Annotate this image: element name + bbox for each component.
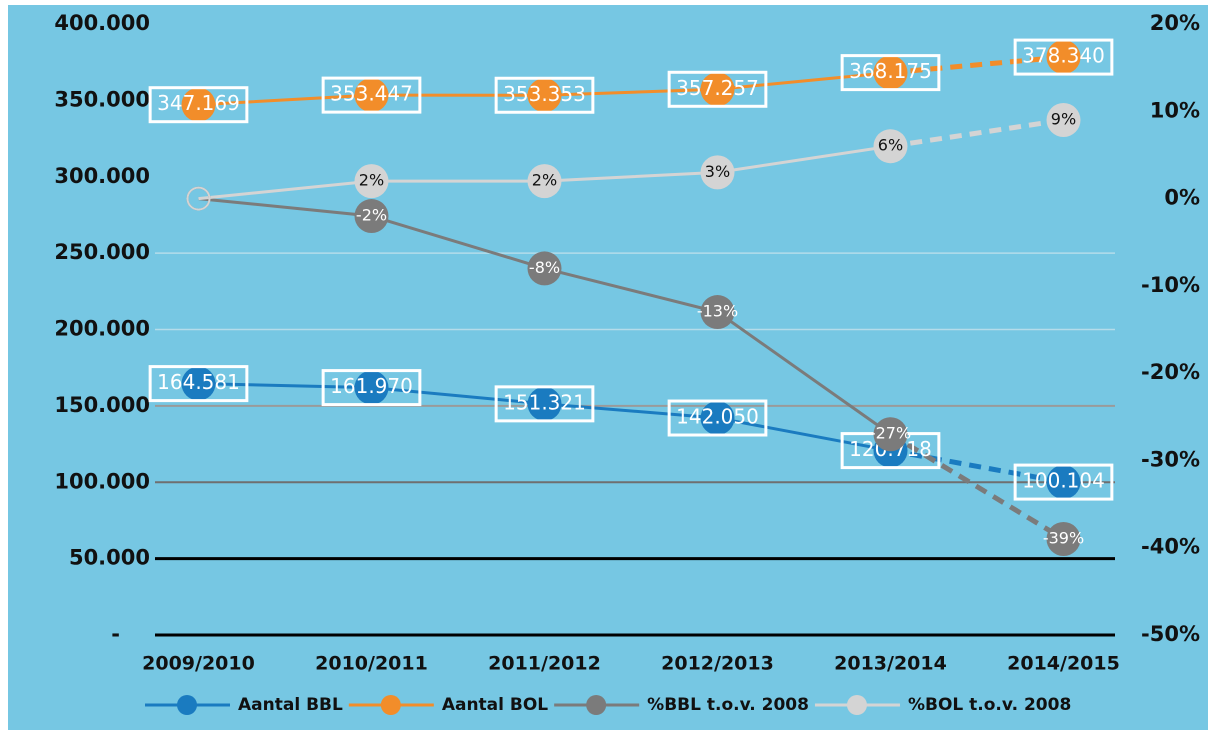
label-box: [667, 70, 768, 108]
label-box: [667, 399, 768, 437]
data-label: 357.257: [676, 76, 759, 100]
data-label: -2%: [356, 206, 387, 225]
y-tick-label: 100.000: [54, 469, 150, 493]
y2-tick-label: 20%: [1150, 11, 1200, 35]
marker: [873, 55, 908, 90]
label-box: [321, 76, 422, 114]
marker: [1046, 521, 1081, 556]
marker: [700, 401, 735, 436]
label-box: [1013, 463, 1114, 501]
x-tick-label: 2011/2012: [488, 653, 601, 675]
data-label: -13%: [697, 302, 738, 321]
data-label: 151.321: [503, 390, 586, 414]
y-tick-label: 200.000: [54, 317, 150, 341]
label-box: [148, 86, 249, 124]
marker: [527, 78, 562, 113]
y2-tick-label: -30%: [1141, 447, 1200, 471]
y2-tick-label: 10%: [1150, 98, 1200, 122]
projection-line: [889, 432, 1065, 542]
x-tick-label: 2013/2014: [834, 653, 947, 675]
label-box: [494, 385, 595, 423]
marker: [354, 78, 389, 113]
y-tick-label: 400.000: [54, 11, 150, 35]
legend-label: %BBL t.o.v. 2008: [647, 695, 809, 715]
data-label: 6%: [878, 136, 903, 155]
legend-marker: [846, 695, 867, 715]
data-label: -8%: [529, 258, 560, 277]
data-label: -39%: [1043, 528, 1084, 547]
marker: [354, 370, 389, 405]
marker: [700, 295, 735, 330]
marker: [1046, 103, 1081, 138]
y-tick-label: -: [111, 622, 120, 646]
marker: [186, 186, 211, 211]
y2-tick-label: -10%: [1141, 273, 1200, 297]
y2-tick-label: -40%: [1141, 535, 1200, 559]
data-label: 353.353: [503, 82, 586, 106]
data-label: 142.050: [676, 405, 759, 429]
x-tick-label: 2014/2015: [1007, 653, 1120, 675]
series-markers: -2% -8% -13% -27% -39%: [186, 186, 1084, 556]
series-markers: 2% 2% 3% 6% 9%: [186, 103, 1081, 211]
projection-line: [890, 448, 1064, 485]
projection-line: [890, 117, 1064, 149]
y2-tick-label: -20%: [1141, 360, 1200, 384]
y-tick-label: 350.000: [54, 87, 150, 111]
y2-tick-label: -50%: [1141, 622, 1200, 646]
data-label: 164.581: [157, 370, 240, 394]
y-tick-label: 250.000: [54, 240, 150, 264]
legend-label: Aantal BBL: [238, 695, 343, 715]
data-label: 100.104: [1022, 469, 1105, 493]
data-label: 161.970: [330, 374, 413, 398]
marker: [873, 129, 908, 164]
legend-marker: [177, 695, 197, 715]
marker: [1046, 40, 1081, 75]
legend-label: %BOL t.o.v. 2008: [908, 695, 1071, 715]
y-tick-label: 300.000: [54, 164, 150, 188]
data-label: 368.175: [849, 59, 932, 83]
data-label: 347.169: [157, 91, 240, 115]
data-label: -27%: [870, 424, 911, 443]
y-tick-label: 50.000: [69, 546, 150, 570]
y2-tick-label: 0%: [1164, 186, 1200, 210]
marker: [527, 164, 562, 199]
label-box: [840, 54, 941, 92]
data-label: 353.447: [330, 82, 413, 106]
data-label: 378.340: [1022, 44, 1105, 68]
legend-label: Aantal BOL: [442, 695, 548, 715]
marker: [527, 251, 562, 286]
marker: [873, 417, 908, 452]
marker: [354, 164, 389, 199]
marker: [181, 366, 216, 401]
label-box: [494, 76, 595, 114]
legend-marker: [380, 695, 401, 715]
marker: [181, 87, 216, 122]
label-box: [321, 369, 422, 407]
data-label: 3%: [705, 162, 730, 181]
x-tick-label: 2010/2011: [315, 653, 428, 675]
x-tick-label: 2012/2013: [661, 653, 774, 675]
x-tick-label: 2009/2010: [142, 653, 255, 675]
label-box: [1013, 38, 1114, 76]
y-tick-label: 150.000: [54, 393, 150, 417]
marker: [354, 199, 389, 234]
marker: [700, 72, 735, 107]
marker: [527, 386, 562, 421]
data-label: 9%: [1051, 110, 1076, 129]
data-label: 2%: [359, 171, 384, 190]
label-box: [148, 365, 249, 403]
marker: [1046, 465, 1081, 500]
marker: [700, 155, 735, 190]
series-markers: 347.169 353.447 353.353 357.257 368.175 378.3…: [148, 38, 1114, 124]
legend-marker: [586, 695, 607, 715]
projection-line: [890, 54, 1064, 76]
data-label: 2%: [532, 171, 557, 190]
